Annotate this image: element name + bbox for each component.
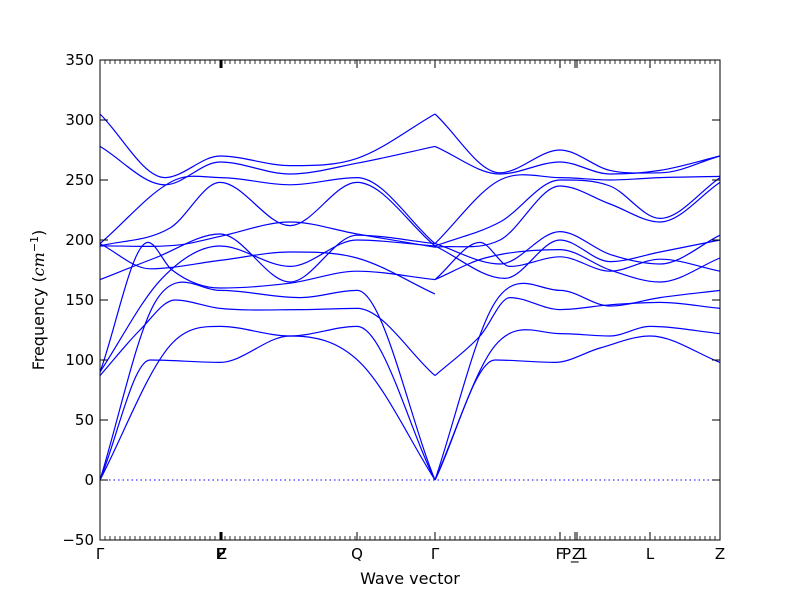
band-line-18 <box>434 181 721 248</box>
band-line-19 <box>99 181 436 247</box>
band-line-11 <box>99 239 436 373</box>
band-line-6 <box>434 335 721 481</box>
y-axis-label-exponent: −1 <box>28 236 41 252</box>
x-tick-label: P_1 <box>562 545 588 564</box>
band-line-22 <box>434 174 721 245</box>
band-line-20 <box>434 177 721 247</box>
y-axis-label: Frequency (cm−1) <box>28 230 49 371</box>
x-tick-label: Z <box>217 545 227 563</box>
y-tick-label: 0 <box>84 471 94 489</box>
y-tick-label: 150 <box>65 291 94 309</box>
band-line-2 <box>99 325 436 481</box>
y-axis-label-suffix: ) <box>29 230 48 236</box>
y-tick-label: −50 <box>62 531 94 549</box>
y-tick-label: 350 <box>65 51 94 69</box>
band-line-14 <box>434 230 721 265</box>
band-line-25 <box>99 113 436 179</box>
y-axis-label-unit: cm <box>29 252 48 276</box>
band-line-10 <box>434 241 721 281</box>
band-line-15 <box>99 243 436 295</box>
band-line-17 <box>99 221 436 248</box>
x-axis-label: Wave vector <box>360 569 460 588</box>
band-line-21 <box>99 175 436 245</box>
y-axis-ticks: −50 0 50 100 150 200 250 300 350 <box>62 51 720 549</box>
x-tick-label: F <box>216 545 225 563</box>
x-tick-label: L <box>646 545 655 563</box>
band-line-23 <box>99 145 436 186</box>
y-tick-label: 250 <box>65 171 94 189</box>
y-tick-label: 200 <box>65 231 94 249</box>
y-axis-label-prefix: Frequency ( <box>29 276 48 370</box>
y-tick-label: 300 <box>65 111 94 129</box>
x-tick-label: Γ <box>431 545 440 563</box>
y-tick-label: 100 <box>65 351 94 369</box>
x-axis-ticks: Γ FPZ Q Γ FP_1Z L Z <box>96 60 725 564</box>
x-tick-label: Z <box>572 545 582 563</box>
band-line-8 <box>434 296 721 377</box>
band-line-9 <box>99 241 436 373</box>
x-tick-label: Z <box>715 545 725 563</box>
x-tick-label: Q <box>351 545 363 563</box>
band-line-4 <box>434 282 721 481</box>
x-tick-label: P <box>216 545 225 563</box>
band-line-7 <box>99 299 436 377</box>
band-line-26 <box>434 113 721 174</box>
y-tick-label: 50 <box>75 411 94 429</box>
band-line-1 <box>99 281 436 481</box>
band-line-16 <box>434 248 721 283</box>
band-line-3 <box>99 335 436 481</box>
band-line-24 <box>434 145 721 175</box>
band-lines <box>99 113 721 481</box>
band-line-12 <box>434 239 721 280</box>
x-tick-label: F <box>556 545 565 563</box>
x-tick-label: Γ <box>96 545 105 563</box>
